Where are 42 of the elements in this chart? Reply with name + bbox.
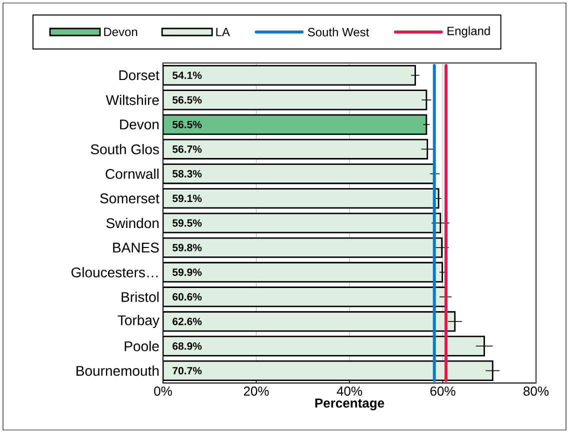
y-tick-label: BANES [113,242,159,253]
y-tick-label: Swindon [106,218,159,228]
y-tick-label: Dorset [119,70,160,80]
y-tick-label: Bristol [122,292,159,302]
y-tick-label: Torbay [118,314,160,328]
data-label: 68.9% [172,342,202,350]
x-axis-title: Percentage [315,398,384,410]
data-label: 59.5% [172,219,202,227]
data-label: 59.9% [172,268,202,276]
y-tick-label: Poole [124,340,159,352]
data-label: 62.6% [172,318,202,326]
y-tick-label: Cornwall [106,168,159,179]
bar [163,212,442,234]
y-tick-label: Gloucesters… [71,267,158,278]
bar [163,286,446,308]
data-label: 59.8% [172,244,202,252]
x-tick-label: 20% [244,386,269,396]
data-label: 56.7% [172,145,202,153]
bar [163,311,456,332]
data-label: 56.5% [172,96,202,104]
y-tick-label: Wiltshire [106,94,159,106]
y-tick-label: Devon [120,120,159,130]
data-label: 60.6% [172,293,202,301]
text: LA [216,28,230,36]
data-label: 58.3% [172,170,202,178]
x-tick-label: 80% [524,386,549,396]
bar [163,237,443,258]
x-tick-label: 60% [430,386,456,396]
y-tick-label: Bournemouth [76,366,159,376]
x-tick-label: 0% [154,386,172,396]
data-label: 54.1% [172,72,202,80]
data-label: 56.5% [172,120,202,128]
data-label: 59.1% [172,194,202,202]
bar [163,336,485,356]
data-label: 70.7% [172,366,202,374]
x-tick-label: 40% [336,386,362,396]
bar [163,188,440,209]
legend-label: England [448,26,490,38]
y-tick-label: Somerset [100,193,160,204]
legend-label: South West [308,28,370,36]
bar [163,90,428,110]
y-tick-label: South Glos [90,144,159,154]
